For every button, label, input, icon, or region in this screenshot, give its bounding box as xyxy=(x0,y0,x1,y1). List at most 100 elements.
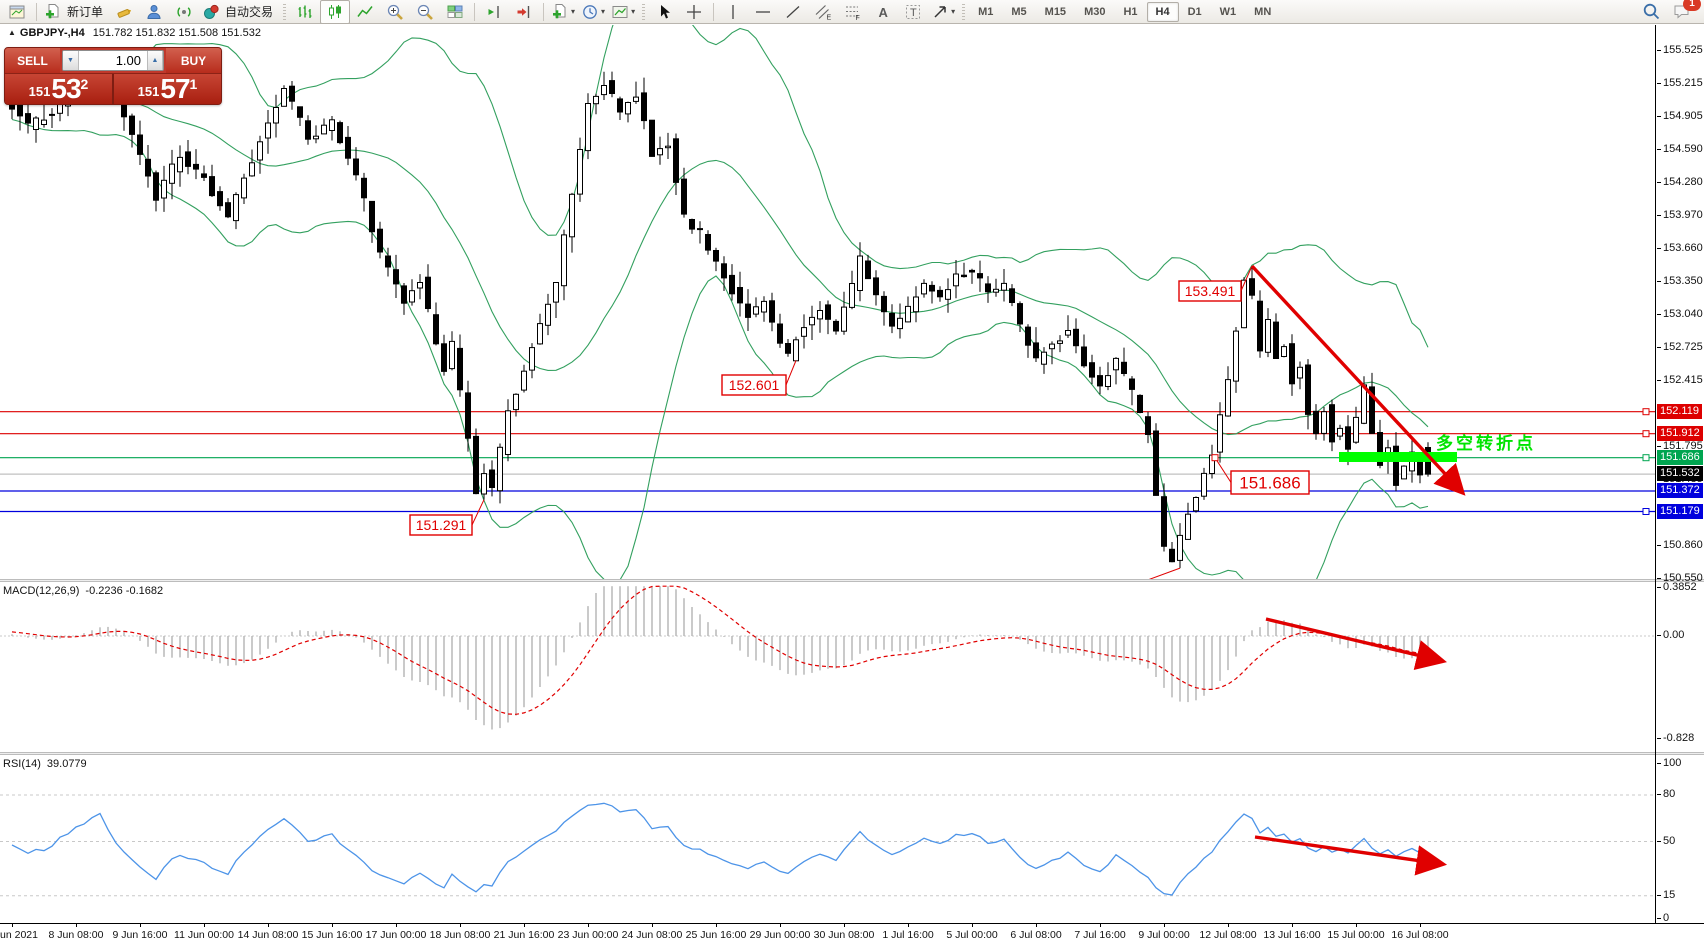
lot-increase-button[interactable]: ▲ xyxy=(147,51,163,70)
bollinger-lower-band xyxy=(11,118,1429,579)
zoom-in-button[interactable] xyxy=(380,0,410,24)
fibonacci-button[interactable]: F xyxy=(838,0,868,24)
trend-arrow[interactable] xyxy=(1250,264,1466,496)
buy-price-button[interactable]: 151 57 1 xyxy=(112,74,221,104)
toolbar-drag-handle[interactable] xyxy=(283,3,287,20)
fibonacci-icon: F xyxy=(846,6,860,21)
text-label-icon: T xyxy=(906,4,921,19)
timeframe-m15[interactable]: M15 xyxy=(1044,5,1067,18)
panel-collapse-icon[interactable]: ▲ xyxy=(8,28,16,37)
crayon-button[interactable] xyxy=(109,0,139,24)
timeframe-w1[interactable]: W1 xyxy=(1219,5,1237,18)
price-callout[interactable]: 152.601 xyxy=(721,374,787,396)
candlestick-chart-button[interactable] xyxy=(320,0,351,24)
lot-decrease-button[interactable]: ▼ xyxy=(63,51,79,70)
time-axis[interactable]: 7 Jun 2021 8 Jun 08:00 9 Jun 16:00 11 Jun 0… xyxy=(0,923,1704,945)
line-anchor-marker[interactable] xyxy=(1642,408,1650,416)
timeframe-mn[interactable]: MN xyxy=(1254,5,1272,18)
signal-button[interactable] xyxy=(169,0,199,24)
time-axis-tick xyxy=(716,924,717,927)
price-callout[interactable]: 151.686 xyxy=(1230,470,1310,495)
trend-arrow[interactable] xyxy=(1254,835,1448,876)
chart-window-button[interactable] xyxy=(2,0,32,24)
macd-axis-tick: -0.828 xyxy=(1656,732,1695,744)
price-axis-tick: 155.525 xyxy=(1657,44,1703,56)
templates-button[interactable]: ▾ xyxy=(608,0,638,24)
price-callout[interactable]: 151.291 xyxy=(409,514,473,536)
time-axis-label: 18 Jun 08:00 xyxy=(429,929,491,941)
vertical-line-button[interactable] xyxy=(718,0,748,24)
timeframe-d1[interactable]: D1 xyxy=(1187,5,1202,18)
equidistant-channel-icon: E xyxy=(815,4,832,21)
macd-indicator-pane[interactable] xyxy=(0,582,1704,752)
time-axis-tick xyxy=(1228,924,1229,927)
macd-histogram xyxy=(11,586,1429,730)
price-callout[interactable]: 153.491 xyxy=(1178,280,1242,302)
pane-resize-separator[interactable] xyxy=(0,752,1704,755)
turning-point-annotation[interactable]: 多空转折点 xyxy=(1436,433,1536,453)
timeframe-m30[interactable]: M30 xyxy=(1084,5,1106,18)
signal-icon xyxy=(177,6,191,17)
lot-stepper: ▼ ▲ xyxy=(62,50,164,71)
metaeditor-button[interactable] xyxy=(139,0,169,24)
sell-button[interactable]: SELL xyxy=(5,48,60,73)
buy-button[interactable]: BUY xyxy=(166,48,221,73)
zoom-out-button[interactable] xyxy=(410,0,440,24)
text-label-button[interactable]: T xyxy=(898,0,928,24)
chart-symbol: GBPJPY-,H4 xyxy=(19,27,85,39)
line-anchor-marker[interactable] xyxy=(1642,454,1650,462)
sell-price-button[interactable]: 151 53 2 xyxy=(5,74,112,104)
turning-point-highlight[interactable] xyxy=(1339,452,1457,462)
auto-trading-button[interactable]: 自动交易 xyxy=(199,0,279,24)
time-axis-label: 6 Jul 08:00 xyxy=(1010,929,1062,941)
chart-window[interactable]: ▲ GBPJPY-,H4 151.782 151.832 151.508 151.5… xyxy=(0,25,1704,944)
new-chart-button[interactable]: ▾ xyxy=(548,0,578,24)
chart-shift-button[interactable] xyxy=(479,0,509,24)
bar-chart-button[interactable] xyxy=(290,0,320,24)
crosshair-button[interactable] xyxy=(679,0,709,24)
toolbar-drag-handle[interactable] xyxy=(962,3,966,20)
periods-button[interactable]: ▾ xyxy=(578,0,608,24)
line-chart-button[interactable] xyxy=(350,0,380,24)
pane-resize-separator[interactable] xyxy=(0,579,1704,582)
equidistant-channel-button[interactable]: E xyxy=(808,0,838,24)
lot-size-input[interactable] xyxy=(79,51,147,70)
arrows-button[interactable]: ▾ xyxy=(928,0,958,24)
cursor-button[interactable] xyxy=(649,0,679,24)
line-anchor-marker[interactable] xyxy=(1642,508,1650,515)
time-axis-tick xyxy=(844,924,845,927)
search-button[interactable] xyxy=(1636,0,1666,24)
text-button[interactable]: A xyxy=(868,0,898,24)
auto-scroll-button[interactable] xyxy=(509,0,539,24)
tile-windows-button[interactable] xyxy=(440,0,470,24)
macd-title: MACD(12,26,9) xyxy=(3,585,80,597)
timeframe-h4[interactable]: H4 xyxy=(1146,1,1179,22)
line-anchor-marker[interactable] xyxy=(1642,430,1650,438)
rsi-indicator-pane[interactable] xyxy=(0,755,1704,923)
new-order-button[interactable]: 新订单 xyxy=(41,0,109,24)
time-axis-tick xyxy=(76,924,77,927)
horizontal-line-button[interactable] xyxy=(748,0,778,24)
trendline-button[interactable] xyxy=(778,0,808,24)
price-tag: 151.179 xyxy=(1657,504,1703,519)
rsi-axis-tick: 0 xyxy=(1656,912,1670,924)
trend-arrow[interactable] xyxy=(1265,617,1447,670)
notifications-button[interactable]: 1 xyxy=(1666,0,1701,24)
price-axis[interactable]: 155.525 155.215 154.905 154.590 154.280 153.9… xyxy=(1656,25,1704,924)
auto-trading-label: 自动交易 xyxy=(225,5,274,19)
timeframe-m5[interactable]: M5 xyxy=(1011,5,1027,18)
time-axis-tick xyxy=(652,924,653,927)
chart-ohlc: 151.782 151.832 151.508 151.532 xyxy=(92,27,261,39)
svg-text:F: F xyxy=(856,15,860,21)
svg-text:153.491: 153.491 xyxy=(1185,283,1236,299)
timeframe-m1[interactable]: M1 xyxy=(978,5,994,18)
price-axis-tick: 154.905 xyxy=(1657,110,1703,122)
rsi-title: RSI(14) xyxy=(3,758,41,770)
trendline-icon xyxy=(786,5,800,18)
arrows-icon xyxy=(934,5,946,18)
time-axis-label: 13 Jul 16:00 xyxy=(1263,929,1321,941)
timeframe-h1[interactable]: H1 xyxy=(1123,5,1138,18)
toolbar-drag-handle[interactable] xyxy=(642,3,646,20)
rsi-axis-tick: 15 xyxy=(1656,889,1676,901)
